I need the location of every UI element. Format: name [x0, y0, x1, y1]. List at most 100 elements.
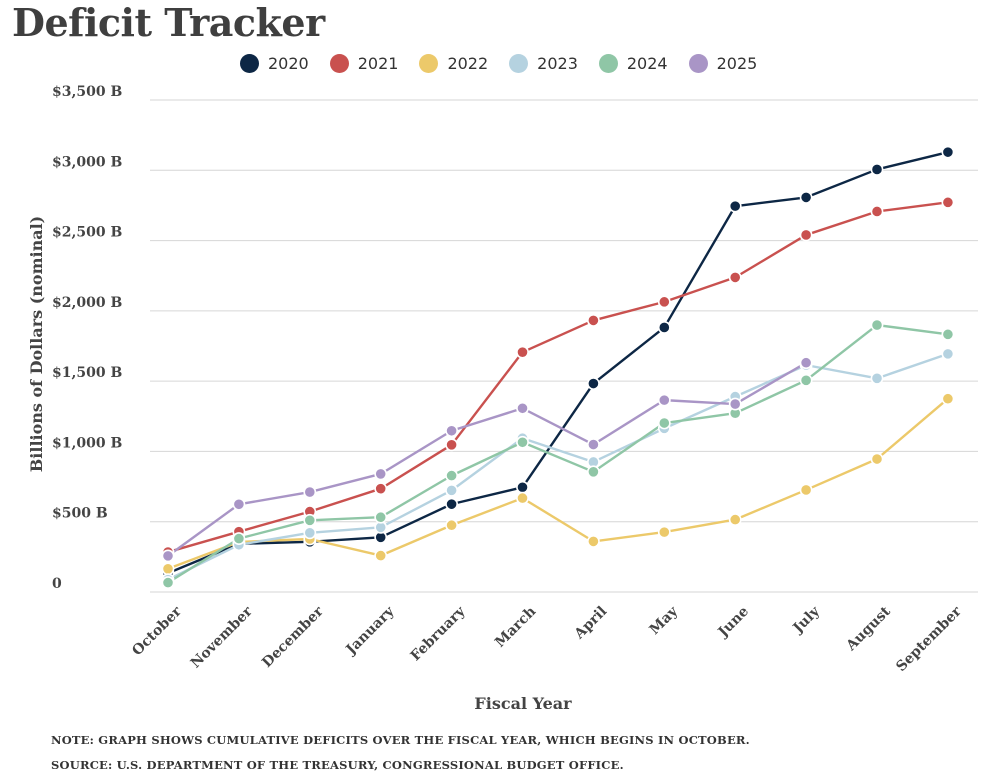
- legend-label: 2023: [537, 53, 578, 73]
- data-point-2025: [728, 397, 742, 411]
- data-point-2024: [161, 576, 175, 589]
- data-point-2020: [941, 145, 955, 159]
- data-point-2023: [870, 371, 884, 385]
- legend-label: 2022: [447, 53, 489, 73]
- x-tick-label: September: [893, 603, 965, 675]
- x-tick-label: June: [714, 603, 752, 641]
- y-axis-label: Billions of Dollars (nominal): [27, 216, 46, 472]
- x-tick-label: February: [408, 603, 469, 664]
- x-tick-label: October: [129, 603, 185, 659]
- x-tick-label: December: [259, 603, 327, 671]
- data-point-2024: [445, 469, 458, 483]
- series-line-2025: [167, 361, 807, 557]
- data-point-2021: [870, 205, 884, 218]
- series-lines: [167, 150, 949, 584]
- data-point-2022: [516, 491, 529, 505]
- x-tick-labels: October November December January February Ma…: [129, 603, 965, 675]
- x-tick-label: March: [492, 604, 539, 651]
- data-point-2020: [870, 163, 884, 176]
- gridlines: [150, 99, 978, 593]
- y-tick-label: $1,500 B: [52, 365, 122, 381]
- legend-label: 2021: [357, 53, 399, 73]
- data-point-2022: [728, 513, 742, 527]
- data-point-2020: [587, 377, 600, 390]
- data-point-2022: [870, 452, 884, 466]
- data-point-2020: [657, 321, 671, 334]
- legend-swatch: [329, 53, 349, 73]
- data-point-2022: [657, 525, 671, 539]
- data-point-2025: [799, 356, 813, 370]
- data-point-2021: [516, 345, 529, 359]
- data-point-2024: [799, 373, 813, 387]
- data-point-2021: [728, 271, 742, 284]
- data-point-2022: [374, 549, 388, 562]
- data-point-2024: [657, 416, 671, 430]
- x-tick-label: May: [647, 603, 682, 638]
- legend-swatch: [688, 53, 708, 73]
- data-point-2025: [445, 424, 458, 438]
- legend-label: 2024: [626, 53, 668, 73]
- data-point-2023: [445, 483, 458, 497]
- legend-item-2020: 2020: [240, 53, 309, 73]
- legend-item-2024: 2024: [598, 53, 668, 73]
- data-point-2025: [161, 549, 175, 563]
- y-tick-label: $3,000 B: [52, 154, 122, 170]
- chart-title: Deficit Tracker: [12, 0, 325, 45]
- series-line-2024: [167, 323, 949, 584]
- legend-swatch: [419, 53, 439, 73]
- series-line-2023: [167, 352, 949, 581]
- x-tick-label: January: [342, 603, 398, 659]
- data-point-2023: [303, 526, 317, 540]
- legend-label: 2025: [716, 53, 758, 73]
- data-point-2024: [303, 513, 317, 527]
- x-axis-label: Fiscal Year: [474, 694, 572, 713]
- y-tick-label: $3,500 B: [52, 84, 122, 100]
- legend-swatch: [509, 53, 529, 73]
- x-tick-label: November: [188, 603, 256, 671]
- data-point-2024: [587, 465, 600, 479]
- data-point-2025: [516, 401, 529, 415]
- legend-item-2025: 2025: [688, 53, 758, 73]
- series-line-2022: [167, 397, 949, 570]
- data-point-2025: [587, 438, 600, 451]
- data-point-2025: [657, 393, 671, 407]
- data-point-2021: [445, 438, 458, 452]
- y-tick-label: 0: [52, 576, 62, 592]
- data-point-2021: [374, 482, 388, 496]
- data-point-2022: [941, 392, 955, 406]
- legend-label: 2020: [268, 53, 309, 73]
- data-point-2025: [303, 485, 317, 499]
- x-tick-label: July: [789, 603, 824, 638]
- legend-swatch: [598, 53, 618, 73]
- data-point-2022: [587, 534, 600, 548]
- x-tick-label: April: [571, 604, 610, 643]
- data-point-2025: [232, 497, 246, 511]
- data-point-2020: [516, 480, 529, 494]
- data-point-2020: [728, 199, 742, 213]
- legend-item-2021: 2021: [329, 53, 399, 73]
- series-line-2021: [167, 201, 949, 554]
- data-point-2022: [799, 483, 813, 497]
- y-tick-label: $2,500 B: [52, 225, 122, 241]
- line-chart: 0 $500 B $1,000 B $1,500 B $2,000 B $2,500 B $…: [27, 84, 978, 713]
- data-point-2020: [799, 191, 813, 204]
- legend-swatch: [240, 53, 259, 73]
- data-point-2024: [374, 510, 388, 524]
- legend-item-2022: 2022: [419, 53, 489, 73]
- data-point-2024: [941, 327, 955, 341]
- y-tick-label: $500 B: [52, 506, 108, 522]
- data-point-2022: [161, 562, 175, 576]
- data-point-2024: [870, 318, 884, 332]
- data-point-2021: [587, 314, 600, 327]
- data-point-2021: [941, 195, 955, 209]
- data-point-2021: [799, 228, 813, 242]
- data-point-2022: [445, 518, 458, 532]
- data-point-2023: [941, 347, 955, 361]
- y-tick-labels: 0 $500 B $1,000 B $1,500 B $2,000 B $2,500 B $…: [52, 84, 122, 592]
- data-point-2021: [657, 295, 671, 309]
- chart-note: NOTE: GRAPH SHOWS CUMULATIVE DEFICITS OV…: [51, 733, 750, 747]
- data-point-2024: [516, 435, 529, 449]
- y-tick-label: $2,000 B: [52, 295, 122, 311]
- chart-source: SOURCE: U.S. DEPARTMENT OF THE TREASURY,…: [51, 758, 624, 772]
- y-tick-label: $1,000 B: [52, 435, 122, 451]
